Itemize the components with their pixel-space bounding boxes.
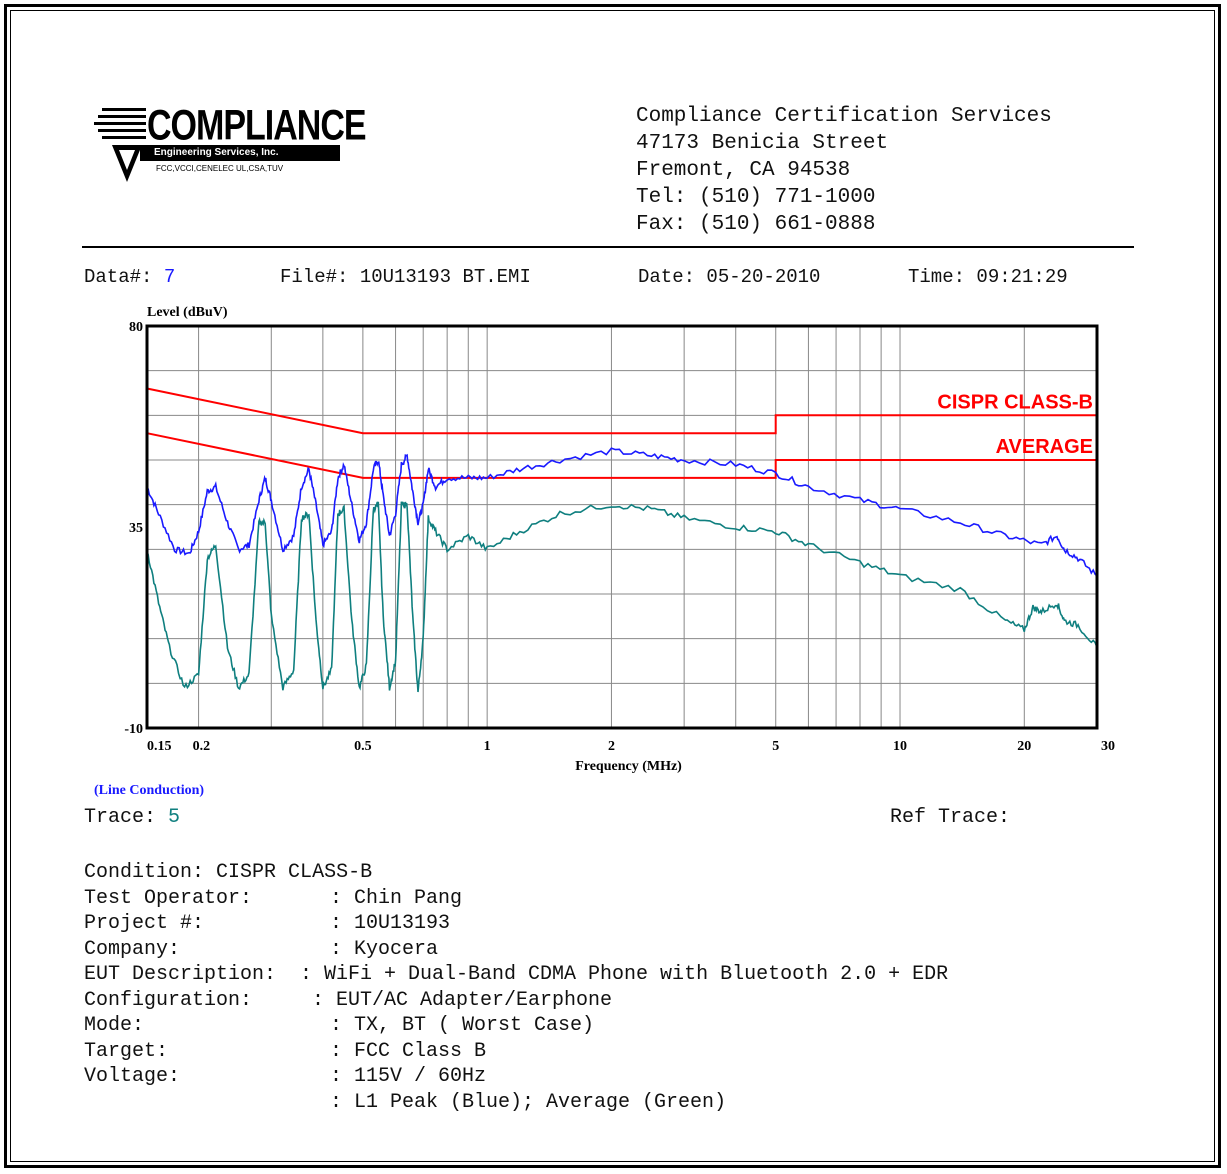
page-inner-border <box>10 10 1215 1162</box>
detail-label: Voltage: <box>84 1065 181 1088</box>
detail-row: Project #: : 10U13193 <box>84 911 948 937</box>
detail-value: : Kyocera <box>330 937 439 961</box>
detail-label: Target: <box>84 1039 169 1063</box>
x-tick-label: 10 <box>893 739 907 754</box>
detail-value: : Chin Pang <box>330 886 463 910</box>
y-axis-label: Level (dBuV) <box>147 305 228 320</box>
detail-row: EUT Description: : WiFi + Dual-Band CDMA … <box>84 962 948 988</box>
file-number-label: File#: <box>280 266 349 288</box>
detail-row: Test Operator: : Chin Pang <box>84 886 948 912</box>
data-series <box>146 447 1098 693</box>
trace-value: 5 <box>168 806 181 829</box>
x-tick-labels: 0.15 0.2 0.5 1 2 5 10 20 30 <box>147 739 1115 754</box>
series-line <box>146 501 1098 693</box>
detail-row: Condition: CISPR CLASS-B <box>84 860 948 886</box>
detail-value: : L1 Peak (Blue); Average (Green) <box>330 1090 727 1114</box>
data-number: Data#: 7 <box>84 266 175 288</box>
test-time-value: 09:21:29 <box>976 266 1068 288</box>
test-date-label: Date: <box>638 266 696 288</box>
detail-row: Voltage: : 115V / 60Hz <box>84 1064 948 1090</box>
logo-mark-icon <box>94 108 146 182</box>
detail-value: : EUT/AC Adapter/Earphone <box>312 988 613 1012</box>
logo-accreditations: FCC,VCCI,CENELEC UL,CSA,TUV <box>156 164 284 173</box>
company-logo: COMPLIANCE Engineering Services, Inc. FC… <box>92 100 367 190</box>
address-line: Fremont, CA 94538 <box>636 159 851 182</box>
logo-wordmark: COMPLIANCE <box>147 102 367 150</box>
series-line <box>146 447 1098 577</box>
cispr-limit-label: CISPR CLASS-B <box>937 391 1093 413</box>
detail-value: : 115V / 60Hz <box>330 1065 487 1088</box>
limit-line <box>146 387 1097 435</box>
test-date: Date: 05-20-2010 <box>638 266 820 288</box>
limit-lines <box>146 387 1097 479</box>
detail-row: Target: : FCC Class B <box>84 1039 948 1065</box>
company-address: Compliance Certification Services 47173 … <box>636 103 1052 238</box>
detail-label: Company: <box>84 937 181 961</box>
detail-label: EUT Description: <box>84 963 277 986</box>
detail-row: Mode: : TX, BT ( Worst Case) <box>84 1013 948 1039</box>
detail-value: : WiFi + Dual-Band CDMA Phone with Bluet… <box>300 963 949 986</box>
measurement-type: (Line Conduction) <box>94 783 205 798</box>
address-line: Fax: (510) 661-0888 <box>636 213 876 236</box>
y-tick-label: 35 <box>129 521 143 536</box>
detail-label: Test Operator: <box>84 886 253 910</box>
test-date-value: 05-20-2010 <box>706 266 821 288</box>
x-tick-label: 30 <box>1101 739 1115 754</box>
detail-label: Condition: <box>84 861 205 884</box>
test-time-label: Time: <box>908 266 966 288</box>
trace-line: Trace: 5 <box>84 806 180 829</box>
y-tick-labels: 80 35 -10 <box>124 320 143 737</box>
detail-label: Mode: <box>84 1014 145 1037</box>
test-time: Time: 09:21:29 <box>908 266 1068 288</box>
y-tick-label: 80 <box>129 320 143 335</box>
chart-grid <box>147 326 1097 728</box>
page-border <box>4 4 1221 1168</box>
x-tick-label: 0.15 <box>147 739 172 754</box>
address-line: Tel: (510) 771-1000 <box>636 186 876 209</box>
x-tick-label: 2 <box>608 739 615 754</box>
x-tick-label: 5 <box>772 739 779 754</box>
x-tick-label: 20 <box>1017 739 1031 754</box>
y-tick-label: -10 <box>124 722 143 737</box>
x-tick-label: 0.5 <box>354 739 372 754</box>
trace-label: Trace: <box>84 806 157 829</box>
x-axis-label: Frequency (MHz) <box>575 759 682 774</box>
detail-label: Project #: <box>84 912 205 935</box>
average-limit-label: AVERAGE <box>996 436 1093 458</box>
detail-row: Configuration: : EUT/AC Adapter/Earphone <box>84 988 948 1014</box>
x-tick-label: 1 <box>484 739 491 754</box>
detail-row: Company: : Kyocera <box>84 937 948 963</box>
detail-value: : TX, BT ( Worst Case) <box>330 1014 595 1037</box>
logo-subtitle: Engineering Services, Inc. <box>140 145 340 161</box>
data-number-value: 7 <box>163 266 176 288</box>
file-number-value: 10U13193 BT.EMI <box>359 266 531 288</box>
data-number-label: Data#: <box>84 266 153 288</box>
header-divider <box>82 246 1134 248</box>
detail-value: CISPR CLASS-B <box>216 861 373 884</box>
address-line: 47173 Benicia Street <box>636 132 889 155</box>
emi-chart: Level (dBuV) Frequency (MHz) 80 35 -10 0.1… <box>124 305 1115 774</box>
detail-value: : 10U13193 <box>330 912 451 935</box>
ref-trace-label: Ref Trace: <box>890 806 1011 829</box>
plot-frame <box>145 324 1099 730</box>
detail-value: : FCC Class B <box>330 1039 487 1063</box>
test-details: Condition: CISPR CLASS-B Test Operator::… <box>84 860 948 1115</box>
file-number: File#: 10U13193 BT.EMI <box>280 266 531 288</box>
detail-label: Configuration: <box>84 988 253 1012</box>
address-line: Compliance Certification Services <box>636 105 1052 128</box>
x-tick-label: 0.2 <box>193 739 211 754</box>
detail-row: : L1 Peak (Blue); Average (Green) <box>84 1090 948 1116</box>
limit-line <box>146 432 1097 479</box>
